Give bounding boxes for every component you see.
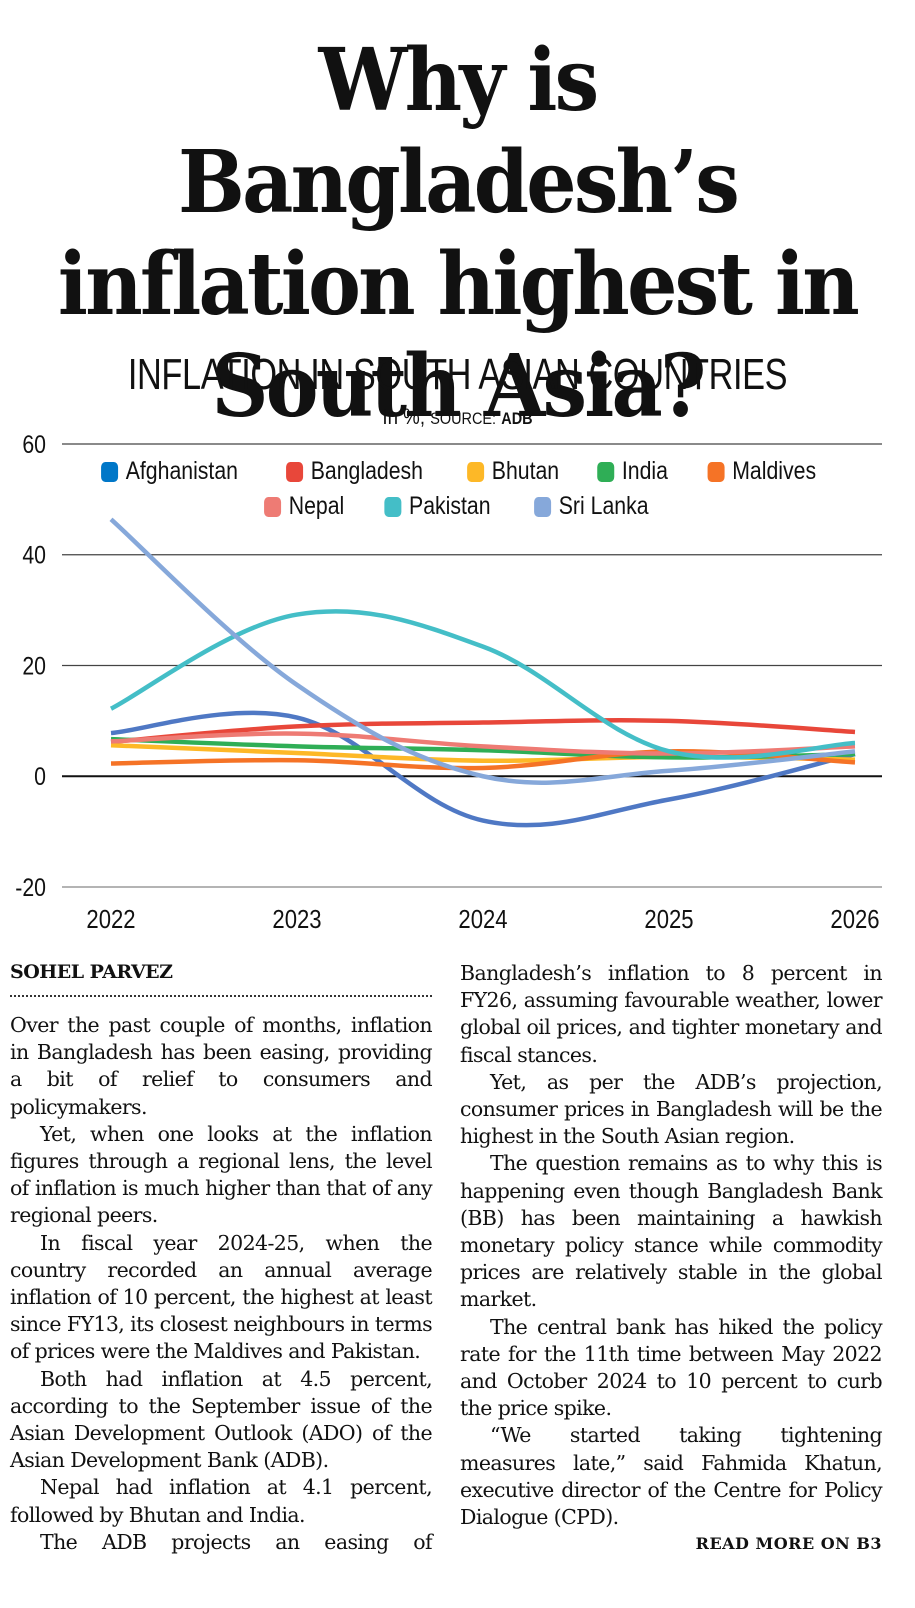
legend-label: Bhutan bbox=[491, 457, 560, 485]
paragraph: Bangladesh’s inflation to 8 percent in F… bbox=[460, 961, 883, 1067]
article-column-2: Bangladesh’s inflation to 8 percent in F… bbox=[460, 960, 883, 1531]
series-line-pakistan bbox=[109, 609, 856, 760]
paragraph: In fiscal year 2024-25, when the country… bbox=[10, 1230, 433, 1364]
y-tick-label: 0 bbox=[34, 763, 46, 791]
legend-item-sri-lanka: Sri Lanka bbox=[533, 492, 649, 521]
series-line-nepal bbox=[110, 731, 856, 756]
x-tick-label: 2025 bbox=[644, 905, 693, 934]
series-line-bangladesh bbox=[110, 718, 856, 745]
y-tick-label: 60 bbox=[22, 430, 46, 458]
legend-swatch bbox=[100, 461, 118, 482]
legend-swatch bbox=[286, 461, 304, 482]
x-tick-label: 2023 bbox=[272, 905, 321, 934]
y-axis-labels: 60 40 20 0 -20 bbox=[15, 430, 46, 901]
series-line-sri-lanka bbox=[109, 517, 856, 785]
paragraph: “We started taking tightening measures l… bbox=[460, 1423, 883, 1530]
legend-item-afghanistan: Afghanistan bbox=[100, 457, 238, 486]
x-tick-label: 2026 bbox=[830, 905, 879, 934]
legend-item-pakistan: Pakistan bbox=[384, 492, 490, 521]
headline: Why is Bangladesh’s inflation highest in… bbox=[37, 30, 879, 438]
legend-label: India bbox=[622, 457, 669, 485]
legend-item-bangladesh: Bangladesh bbox=[286, 457, 423, 486]
paragraph: The question remains as to why this is h… bbox=[460, 1151, 883, 1312]
legend-item-india: India bbox=[597, 457, 668, 486]
chart-title: INFLATION IN SOUTH ASIAN COUNTRIES bbox=[127, 350, 788, 399]
x-tick-label: 2022 bbox=[86, 905, 135, 934]
read-more-link[interactable]: READ MORE ON B3 bbox=[695, 1534, 882, 1553]
legend-row-2: Nepal Pakistan Sri Lanka bbox=[0, 492, 915, 524]
legend-swatch bbox=[263, 496, 281, 517]
paragraph: Yet, as per the ADB’s projection, consum… bbox=[460, 1069, 883, 1149]
headline-line-1: Why is Bangladesh’s bbox=[177, 30, 740, 233]
legend-label: Pakistan bbox=[408, 492, 491, 520]
legend-label: Maldives bbox=[732, 457, 817, 485]
headline-line-3: South Asia? bbox=[211, 336, 706, 437]
legend-swatch bbox=[708, 461, 726, 482]
headline-line-2: inflation highest in bbox=[57, 234, 860, 335]
chart-unit: In %; bbox=[382, 404, 426, 429]
legend-label: Nepal bbox=[288, 492, 344, 520]
legend-item-nepal: Nepal bbox=[263, 492, 344, 521]
byline-divider bbox=[10, 995, 432, 997]
paragraph: Yet, when one looks at the inflation fig… bbox=[10, 1121, 433, 1228]
chart-subtitle: In %; SOURCE: ADB bbox=[69, 404, 847, 432]
x-axis-labels: 2022 2023 2024 2025 2026 bbox=[86, 905, 879, 934]
byline: SOHEL PARVEZ bbox=[10, 961, 173, 983]
paragraph: The ADB projects an easing of bbox=[40, 1529, 433, 1554]
legend-swatch bbox=[533, 496, 551, 517]
legend-label: Afghanistan bbox=[125, 457, 238, 485]
legend-item-maldives: Maldives bbox=[708, 457, 817, 486]
legend-item-bhutan: Bhutan bbox=[467, 457, 559, 486]
y-tick-label: -20 bbox=[15, 873, 46, 901]
series-lines bbox=[109, 517, 856, 828]
series-line-afghanistan bbox=[110, 710, 856, 828]
legend-label: Sri Lanka bbox=[558, 492, 649, 520]
y-tick-label: 20 bbox=[22, 652, 46, 680]
line-chart: 60 40 20 0 -20 2022 2023 2024 2025 2026 bbox=[15, 430, 882, 934]
legend-row-1: Afghanistan Bangladesh Bhutan India Maldives bbox=[0, 457, 915, 489]
article-column-1: Over the past couple of months, inflatio… bbox=[10, 1012, 433, 1556]
paragraph: Both had inflation at 4.5 percent, accor… bbox=[10, 1366, 433, 1473]
legend-swatch bbox=[597, 461, 615, 482]
paragraph: Over the past couple of months, inflatio… bbox=[10, 1013, 433, 1119]
y-tick-label: 40 bbox=[22, 541, 46, 569]
paragraph: Nepal had inflation at 4.1 percent, foll… bbox=[10, 1475, 433, 1527]
legend-swatch bbox=[467, 461, 485, 482]
legend-swatch bbox=[384, 496, 402, 517]
x-tick-label: 2024 bbox=[458, 905, 507, 934]
paragraph: The central bank has hiked the policy ra… bbox=[460, 1314, 883, 1421]
legend-label: Bangladesh bbox=[310, 457, 423, 485]
chart-grid bbox=[62, 443, 882, 888]
chart-source-label: SOURCE: bbox=[430, 409, 497, 428]
chart-source: ADB bbox=[501, 409, 533, 428]
